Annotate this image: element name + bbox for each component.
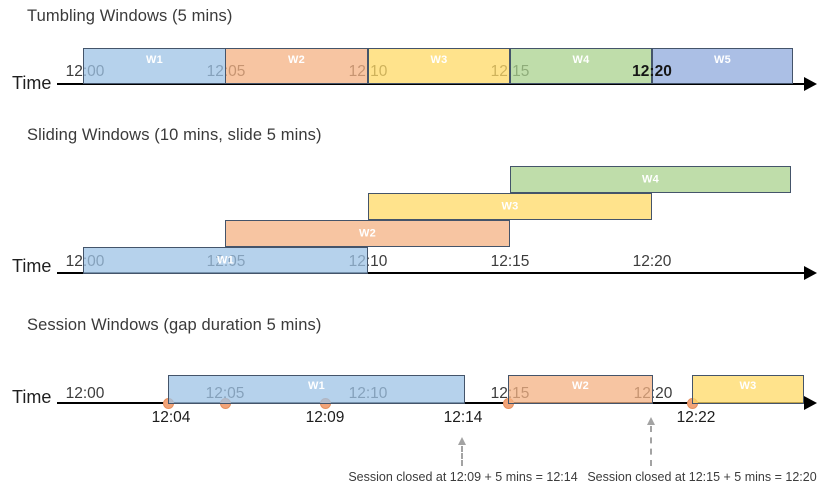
window-label: W4: [572, 54, 590, 66]
window-label: W3: [430, 54, 448, 66]
sliding-timeline-arrow-icon: [804, 266, 817, 280]
sliding-time-label: Time: [12, 256, 52, 276]
window-label: W3: [739, 380, 757, 392]
window-label: W2: [358, 226, 377, 239]
session-time-label: Time: [12, 387, 52, 407]
window-label: W1: [216, 253, 235, 266]
session-window-w2: W2: [508, 375, 653, 404]
tumbling-timeline-arrow-icon: [804, 77, 817, 91]
tumbling-tick-1220: 12:20: [632, 63, 672, 80]
tumbling-window-w3: W3: [368, 48, 510, 84]
session-title: Session Windows (gap duration 5 mins): [27, 316, 322, 334]
window-label: W5: [713, 54, 732, 66]
tumbling-window-w2: W2: [225, 48, 368, 84]
window-label: W3: [501, 199, 519, 212]
session-window-w1: W1: [168, 375, 465, 404]
tumbling-window-w5: W5: [652, 48, 793, 84]
annotation-arrow-icon: [458, 437, 466, 445]
window-label: W1: [145, 54, 164, 66]
session-window-w3: W3: [692, 375, 804, 404]
tumbling-time-label: Time: [12, 73, 52, 93]
sliding-window-w1: W1: [83, 247, 368, 274]
sliding-tick-1220: 12:20: [632, 253, 672, 270]
window-label: W1: [307, 380, 326, 392]
session-timeline-arrow-icon: [804, 396, 817, 410]
annotation-arrow-line: [650, 426, 652, 466]
sliding-window-w3: W3: [368, 193, 652, 220]
event-time-1222: 12:22: [676, 409, 716, 426]
session-close-note-2: Session closed at 12:15 + 5 mins = 12:20: [587, 470, 817, 484]
sliding-window-w4: W4: [510, 166, 791, 193]
event-time-1209: 12:09: [305, 409, 345, 426]
sliding-title: Sliding Windows (10 mins, slide 5 mins): [27, 126, 322, 144]
tumbling-section: Tumbling Windows (5 mins) Time 12:00 12:…: [0, 0, 829, 118]
event-time-1214: 12:14: [443, 409, 483, 426]
event-time-1204: 12:04: [151, 409, 191, 426]
window-label: W2: [287, 54, 306, 66]
annotation-arrow-icon: [647, 417, 655, 425]
session-close-note-1: Session closed at 12:09 + 5 mins = 12:14: [348, 470, 578, 484]
sliding-section: Sliding Windows (10 mins, slide 5 mins) …: [12, 126, 817, 280]
session-tick-1200: 12:00: [65, 385, 105, 402]
sliding-tick-1215: 12:15: [490, 253, 530, 270]
tumbling-timeline: [57, 83, 805, 86]
sliding-timeline: [57, 272, 805, 275]
window-label: W4: [641, 172, 660, 185]
tumbling-window-w1: W1: [83, 48, 226, 84]
tumbling-title: Tumbling Windows (5 mins): [27, 7, 233, 25]
tumbling-window-w4: W4: [510, 48, 652, 84]
window-label: W2: [571, 380, 590, 392]
annotation-arrow-line: [461, 446, 463, 466]
sliding-window-w2: W2: [225, 220, 510, 247]
